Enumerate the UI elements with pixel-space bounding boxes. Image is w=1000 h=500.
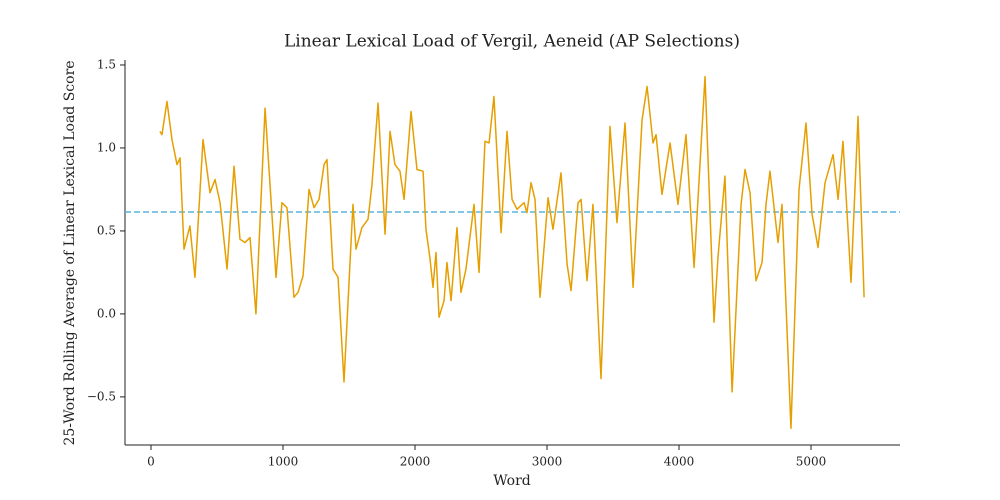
y-axis-label: 25-Word Rolling Average of Linear Lexica… — [62, 60, 78, 445]
y-tick-label: 0.5 — [97, 223, 116, 237]
x-tick-label: 1000 — [268, 455, 299, 469]
y-tick-label: 1.0 — [97, 140, 116, 154]
y-tick-label: 1.5 — [97, 57, 116, 71]
chart-title: Linear Lexical Load of Vergil, Aeneid (A… — [284, 32, 740, 52]
y-tick-label: −0.5 — [87, 389, 116, 403]
y-tick-label: 0.0 — [97, 306, 116, 320]
x-tick-label: 4000 — [664, 455, 695, 469]
x-tick-label: 3000 — [532, 455, 563, 469]
x-axis-label: Word — [493, 473, 531, 489]
data-line — [159, 75, 865, 430]
x-tick-label: 0 — [147, 455, 155, 469]
x-tick-label: 5000 — [796, 455, 827, 469]
x-tick-label: 2000 — [400, 455, 431, 469]
